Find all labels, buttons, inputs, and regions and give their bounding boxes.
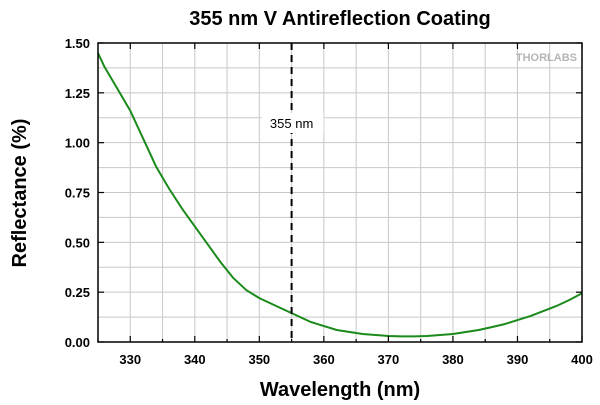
x-tick-label: 370	[378, 352, 400, 367]
series-layer	[97, 52, 583, 338]
y-tick-label: 0.50	[65, 235, 90, 250]
x-tick-label: 340	[184, 352, 206, 367]
x-tick-label: 380	[442, 352, 464, 367]
chart-title: 355 nm V Antireflection Coating	[189, 8, 491, 30]
y-tick-label: 1.50	[65, 36, 90, 51]
x-tick-label: 330	[119, 352, 141, 367]
thorlabs-logo: THORLABS	[516, 52, 577, 64]
annotation-layer: 355 nm	[261, 43, 324, 342]
tick-layer: 330 340 350 360 370 380 390 400 0.00 0.25 0.50 0.75…	[65, 36, 593, 367]
x-tick-label: 400	[571, 352, 593, 367]
y-tick-label: 0.00	[65, 335, 90, 350]
y-axis-label: Reflectance (%)	[9, 119, 31, 268]
x-tick-label: 350	[248, 352, 270, 367]
y-tick-label: 1.25	[65, 86, 90, 101]
reflectance-line	[97, 52, 583, 338]
marker-label-bg	[261, 113, 324, 133]
x-tick-label: 390	[507, 352, 529, 367]
x-tick-label: 360	[313, 352, 335, 367]
wavelength-marker-label: 355 nm	[270, 116, 313, 131]
x-axis-label: Wavelength (nm)	[260, 379, 420, 401]
y-tick-label: 1.00	[65, 136, 90, 151]
y-tick-label: 0.75	[65, 186, 90, 201]
y-tick-label: 0.25	[65, 285, 90, 300]
